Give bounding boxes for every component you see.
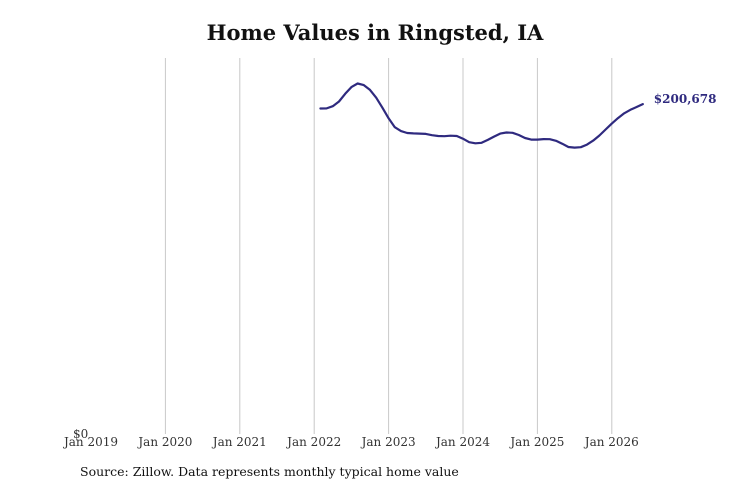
data-point: [580, 146, 582, 148]
data-point: [437, 135, 439, 137]
data-point: [567, 146, 570, 148]
data-point: [629, 109, 632, 111]
data-point: [338, 100, 340, 103]
data-point: [536, 139, 539, 141]
data-point: [394, 126, 396, 128]
x-tick-label: Jan 2020: [136, 435, 192, 449]
y-tick-label: $0: [73, 427, 88, 441]
x-tick-label: Jan 2021: [211, 435, 267, 449]
grid-lines: [164, 58, 613, 434]
x-tick-label: Jan 2025: [508, 435, 564, 449]
data-point: [524, 137, 526, 139]
data-point: [462, 138, 464, 140]
data-point: [487, 139, 489, 141]
data-point: [468, 141, 470, 143]
data-point: [363, 84, 365, 86]
data-point: [419, 133, 421, 135]
data-point: [431, 134, 433, 136]
data-point: [617, 117, 619, 119]
data-point: [530, 139, 532, 141]
data-point: [425, 133, 427, 135]
x-axis-ticks: Jan 2019 Jan 2020 Jan 2021 Jan 2022 Jan 2023…: [62, 435, 639, 449]
data-point: [481, 142, 483, 144]
data-point: [332, 105, 334, 107]
data-point: [381, 107, 383, 109]
data-point: [605, 128, 607, 131]
data-point: [456, 135, 458, 137]
data-point: [586, 144, 588, 146]
data-point: [493, 136, 495, 138]
data-point: [611, 123, 613, 125]
data-point: [623, 112, 625, 114]
data-point: [375, 97, 377, 99]
data-point: [357, 82, 359, 85]
data-point: [499, 133, 501, 135]
chart-title: Home Values in Ringsted, IA: [206, 20, 544, 45]
data-point: [344, 93, 346, 95]
x-tick-label: Jan 2022: [285, 435, 341, 449]
data-point: [543, 138, 545, 140]
data-point: [598, 134, 601, 137]
data-point: [549, 138, 551, 140]
x-tick-label: Jan 2026: [583, 435, 639, 449]
x-tick-label: Jan 2024: [434, 435, 490, 449]
data-point: [592, 140, 594, 142]
data-point: [642, 103, 644, 105]
data-point: [555, 140, 557, 142]
data-point: [450, 135, 452, 137]
data-point: [474, 142, 476, 144]
end-value-label: $200,678: [654, 92, 717, 106]
data-point: [400, 130, 402, 132]
data-point: [518, 134, 520, 136]
data-point: [350, 86, 352, 88]
data-point: [443, 135, 445, 137]
data-point: [319, 107, 321, 110]
source-note: Source: Zillow. Data represents monthly …: [80, 464, 459, 479]
data-point: [636, 106, 638, 108]
data-point: [369, 89, 371, 91]
data-point: [505, 131, 507, 134]
series-line: [319, 82, 644, 149]
data-point: [574, 147, 576, 149]
x-tick-label: Jan 2023: [360, 435, 416, 449]
data-point: [412, 132, 414, 134]
data-point: [561, 143, 563, 145]
data-point: [388, 117, 390, 119]
data-point: [406, 132, 408, 134]
data-point: [511, 132, 514, 134]
data-point: [326, 107, 328, 109]
x-tick-label: Jan 2019: [62, 435, 118, 449]
data-points: [319, 82, 644, 149]
